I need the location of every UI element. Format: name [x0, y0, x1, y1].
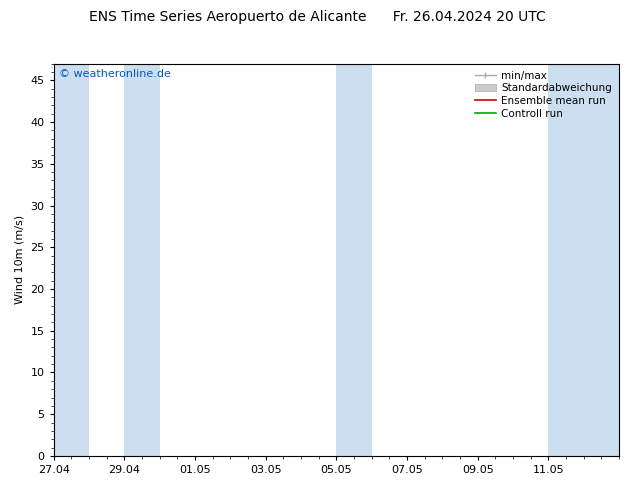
Bar	[54, 64, 89, 456]
Bar	[548, 64, 619, 456]
Text: ENS Time Series Aeropuerto de Alicante      Fr. 26.04.2024 20 UTC: ENS Time Series Aeropuerto de Alicante F…	[89, 10, 545, 24]
Bar	[124, 64, 160, 456]
Legend: min/max, Standardabweichung, Ensemble mean run, Controll run: min/max, Standardabweichung, Ensemble me…	[471, 67, 616, 123]
Text: © weatheronline.de: © weatheronline.de	[60, 70, 171, 79]
Bar	[337, 64, 372, 456]
Y-axis label: Wind 10m (m/s): Wind 10m (m/s)	[15, 215, 25, 304]
